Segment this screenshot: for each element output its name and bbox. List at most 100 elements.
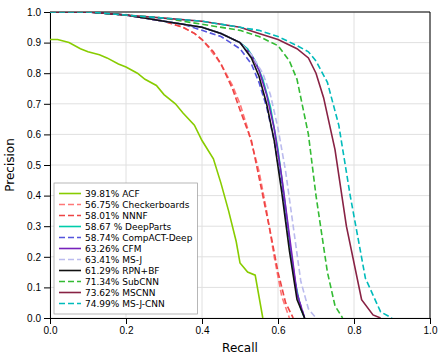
tick-label: 0.8: [27, 68, 41, 79]
legend-label: 39.81% ACF: [85, 189, 140, 199]
tick-mark: [44, 165, 50, 166]
tick-mark: [44, 12, 50, 13]
grid-line-y: [50, 165, 430, 166]
lines: [50, 12, 392, 318]
tick: 0.0: [44, 318, 58, 336]
tick-mark: [278, 318, 279, 324]
legend-label: 63.41% MS-J: [85, 255, 142, 265]
legend-label: 58.01% NNNF: [85, 211, 148, 221]
tick: 0.1: [27, 282, 50, 293]
tick: 0.0: [27, 313, 50, 324]
tick-mark: [44, 226, 50, 227]
x-axis: 0.0 0.2 0.4 0.6 0.8 1.0: [44, 318, 438, 336]
x-axis-title: Recall: [222, 341, 258, 355]
tick-label: 0.6: [272, 325, 286, 336]
tick-label: 0.5: [27, 160, 41, 171]
tick: 0.3: [27, 221, 50, 232]
legend-swatch: [59, 193, 81, 195]
tick-label: 0.7: [27, 99, 41, 110]
legend-swatch: [59, 226, 81, 228]
legend-swatch: [59, 215, 81, 217]
legend-swatch: [59, 303, 81, 305]
legend-label: 58.67 % DeepParts: [85, 222, 172, 232]
legend-swatch: [59, 281, 81, 283]
axis-line: [44, 13, 51, 319]
series-line: [50, 12, 305, 318]
chart: 0.00.20.40.60.81.00.00.10.20.30.40.50.60…: [0, 0, 446, 360]
legend-label: 71.34% SubCNN: [85, 277, 159, 287]
tick-mark: [44, 287, 50, 288]
tick-label: 0.9: [27, 37, 41, 48]
tick: 0.9: [27, 37, 50, 48]
series-line: [50, 12, 381, 318]
plot: 0.00.20.40.60.81.00.00.10.20.30.40.50.60…: [27, 7, 438, 336]
tick-mark: [44, 104, 50, 105]
tick: 0.7: [27, 99, 50, 110]
tick-label: 0.2: [120, 325, 134, 336]
series-line: [50, 12, 305, 318]
tick-mark: [44, 73, 50, 74]
tick: 0.4: [27, 190, 50, 201]
legend-label: 58.74% CompACT-Deep: [85, 233, 193, 243]
tick-mark: [126, 318, 127, 324]
tick: 0.6: [27, 129, 50, 140]
tick: 0.8: [348, 318, 362, 336]
tick-mark: [44, 196, 50, 197]
tick: 0.5: [27, 160, 50, 171]
tick-label: 0.6: [27, 129, 41, 140]
tick-mark: [202, 318, 203, 324]
grid-line-x: [430, 12, 431, 318]
tick-label: 0.4: [196, 325, 210, 336]
tick-mark: [44, 134, 50, 135]
legend-swatch: [59, 259, 81, 261]
series-line: [50, 12, 316, 318]
tick-label: 0.0: [44, 325, 58, 336]
tick: 1.0: [424, 318, 438, 336]
tick-label: 0.3: [27, 221, 41, 232]
legend-swatch: [59, 270, 81, 272]
legend-label: 63.26% CFM: [85, 244, 141, 254]
tick-mark: [354, 318, 355, 324]
tick: 0.2: [120, 318, 134, 336]
axis-line: [51, 319, 431, 325]
series-line: [50, 12, 392, 318]
tick-mark: [44, 318, 50, 319]
series-line: [50, 12, 305, 318]
tick-label: 1.0: [27, 7, 41, 18]
frame: [430, 12, 431, 318]
tick-label: 0.8: [348, 325, 362, 336]
tick: 0.8: [27, 68, 50, 79]
grid-line-y: [50, 103, 430, 104]
frame: [50, 12, 430, 13]
tick-label: 0.4: [27, 190, 41, 201]
series-line: [50, 12, 293, 318]
tick: 1.0: [27, 7, 50, 18]
legend-label: 61.29% RPN+BF: [85, 266, 159, 276]
legend-box: [54, 183, 197, 314]
legend-label: 56.75% Checkerboards: [85, 200, 190, 210]
legend-swatch: [59, 248, 81, 250]
tick: 0.2: [27, 252, 50, 263]
tick-label: 0.0: [27, 313, 41, 324]
grid-line-y: [50, 134, 430, 135]
legend-label: 74.99% MS-J-CNN: [85, 299, 165, 309]
tick-label: 0.2: [27, 252, 41, 263]
tick-mark: [44, 43, 50, 44]
series-line: [50, 12, 305, 318]
tick: 0.4: [196, 318, 210, 336]
legend: 39.81% ACF56.75% Checkerboards58.01% NNN…: [54, 183, 197, 314]
tick-label: 1.0: [424, 325, 438, 336]
grid-line-y: [50, 12, 430, 13]
legend-swatch: [59, 292, 81, 294]
grid-line-y: [50, 73, 430, 74]
tick-mark: [44, 257, 50, 258]
y-axis: 0.0 0.1 0.2 0.3 0.4 0.5 0.6 0.7 0.8 0.9 1.0: [27, 7, 50, 324]
series-line: [50, 12, 343, 318]
grid: [50, 12, 430, 318]
tick-mark: [430, 318, 431, 324]
legend-swatch: [59, 237, 81, 239]
legend-swatch: [59, 204, 81, 206]
legend-label: 73.62% MSCNN: [85, 288, 155, 298]
tick-label: 0.1: [27, 282, 41, 293]
y-axis-title: Precision: [3, 138, 17, 192]
